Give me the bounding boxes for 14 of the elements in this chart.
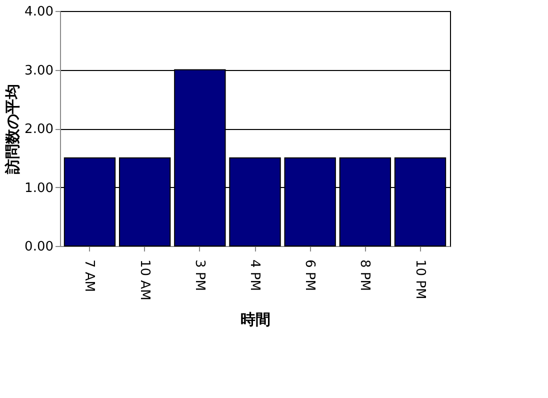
x-tick-label: 4 PM <box>247 260 262 291</box>
y-tick-label: 1.00 <box>24 180 54 196</box>
y-tick-label: 4.00 <box>24 4 54 20</box>
x-tick-label: 10 AM <box>136 260 152 300</box>
x-tick-label: 8 PM <box>357 260 372 291</box>
x-axis-title: 時間 <box>240 310 270 328</box>
x-tick-label: 6 PM <box>302 260 318 291</box>
y-tick-label: 0.00 <box>24 240 54 254</box>
y-axis-title: 訪問数の平均 <box>4 84 22 175</box>
x-tick-label: 3 PM <box>192 260 207 291</box>
y-tick-label: 3.00 <box>24 63 54 78</box>
y-tick-label: 2.00 <box>24 122 54 137</box>
x-tick-label: 7 AM <box>82 260 97 292</box>
x-tick-label: 10 PM <box>412 260 428 300</box>
